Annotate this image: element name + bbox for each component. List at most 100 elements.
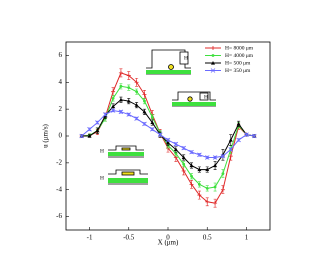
inset-h-box <box>199 92 209 101</box>
marker <box>197 167 202 172</box>
inset-label: H <box>100 148 104 154</box>
inset-2 <box>172 91 216 107</box>
marker <box>142 109 147 114</box>
marker <box>197 193 202 198</box>
inset-1 <box>146 49 191 75</box>
marker <box>204 155 210 160</box>
y-tick-label: 4 <box>59 78 63 86</box>
marker <box>111 104 116 109</box>
inset-h-box <box>179 51 189 65</box>
y-tick-label: -6 <box>56 212 62 220</box>
marker <box>211 46 215 50</box>
inset-drop <box>187 96 193 102</box>
marker <box>134 103 139 107</box>
marker <box>205 199 210 204</box>
marker <box>111 89 116 94</box>
marker <box>205 186 209 190</box>
x-axis-label: X (μm) <box>158 239 179 247</box>
inset-drop <box>121 147 131 151</box>
marker <box>118 97 123 102</box>
marker <box>87 134 92 138</box>
marker <box>142 92 147 97</box>
marker <box>95 128 100 133</box>
marker <box>95 120 100 125</box>
marker <box>79 133 84 139</box>
marker <box>142 121 147 127</box>
marker <box>228 138 233 142</box>
marker <box>127 86 131 90</box>
marker <box>252 133 257 139</box>
marker <box>211 54 215 57</box>
marker <box>173 147 178 152</box>
marker <box>205 167 210 172</box>
marker <box>181 145 186 151</box>
inset-fluid <box>146 70 191 74</box>
marker <box>189 163 194 168</box>
marker <box>166 140 170 145</box>
marker <box>126 112 132 117</box>
marker <box>210 68 216 73</box>
legend-label: H= 4000 μm <box>225 53 254 59</box>
inset-basin <box>108 145 144 158</box>
inset-fluid <box>108 152 144 156</box>
marker <box>118 109 124 115</box>
inset-label: H <box>184 55 188 61</box>
marker <box>119 84 123 88</box>
marker <box>236 137 241 143</box>
x-tick-label: 0.5 <box>203 234 212 242</box>
legend-label: H= 350 μm <box>225 68 251 74</box>
y-tick-label: 6 <box>59 51 63 59</box>
marker <box>213 201 218 206</box>
marker <box>126 99 131 103</box>
marker <box>212 155 218 160</box>
inset-4 <box>108 169 148 185</box>
legend-label: H= 500 μm <box>225 60 251 66</box>
inset-label: H <box>204 94 208 100</box>
marker <box>110 108 116 113</box>
inset-drop <box>168 64 174 70</box>
marker <box>150 115 154 119</box>
y-tick-label: 2 <box>59 105 63 113</box>
marker <box>197 152 202 158</box>
marker <box>157 132 163 137</box>
marker <box>236 121 241 126</box>
marker <box>221 172 225 176</box>
marker <box>111 97 115 100</box>
x-tick-label: -1 <box>87 234 93 242</box>
series-line <box>81 72 255 204</box>
inset-basin <box>108 169 148 185</box>
marker <box>118 70 123 75</box>
marker <box>181 168 186 173</box>
marker <box>134 80 139 85</box>
y-tick-label: -4 <box>56 185 62 193</box>
marker <box>150 127 155 132</box>
marker <box>182 162 186 166</box>
marker <box>134 116 139 121</box>
marker <box>87 127 92 132</box>
marker <box>174 152 178 155</box>
marker <box>189 182 194 187</box>
marker <box>102 112 108 117</box>
marker <box>213 163 218 168</box>
marker <box>126 73 131 78</box>
marker <box>211 61 215 65</box>
marker <box>189 149 194 155</box>
marker <box>197 182 201 186</box>
inset-drop <box>121 171 135 176</box>
marker <box>213 185 217 189</box>
y-tick-label: -2 <box>56 158 62 166</box>
marker <box>181 155 186 160</box>
marker <box>143 99 146 103</box>
marker <box>135 90 139 94</box>
legend-label: H= 8000 μm <box>225 45 254 51</box>
marker <box>228 147 234 152</box>
series-line <box>81 85 255 189</box>
marker <box>244 132 249 137</box>
marker <box>165 137 171 143</box>
marker <box>190 174 193 178</box>
marker <box>220 187 225 192</box>
inset-fluid <box>108 178 148 183</box>
inset-fluid <box>172 102 216 106</box>
x-tick-label: 1 <box>245 234 249 242</box>
